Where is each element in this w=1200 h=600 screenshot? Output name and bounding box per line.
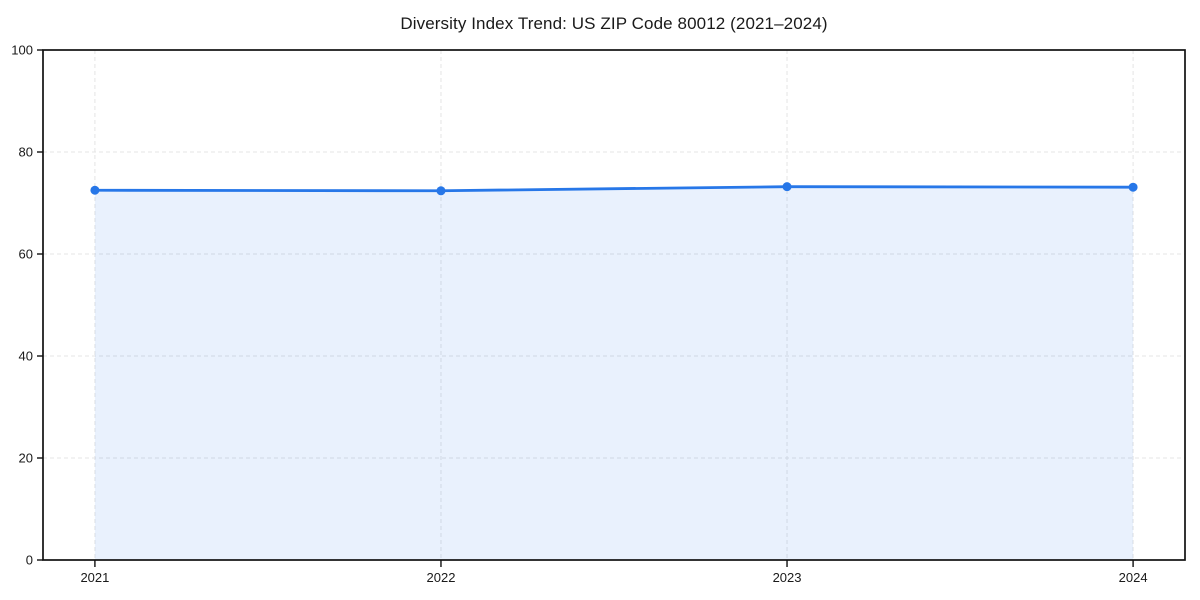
data-point-marker (436, 186, 446, 196)
y-tick-label: 20 (19, 451, 33, 466)
y-tick-label: 60 (19, 247, 33, 262)
y-tick-label: 40 (19, 349, 33, 364)
trend-line (93, 185, 1135, 193)
y-tick-label: 100 (11, 43, 33, 58)
data-point-marker (90, 185, 100, 195)
x-tick-label: 2023 (773, 570, 802, 585)
x-tick-label: 2022 (427, 570, 456, 585)
data-point-marker (1128, 182, 1138, 192)
x-tick-label: 2024 (1119, 570, 1148, 585)
chart-title: Diversity Index Trend: US ZIP Code 80012… (400, 14, 828, 33)
data-point-marker (782, 182, 792, 192)
y-tick-label: 80 (19, 145, 33, 160)
y-tick-label: 0 (26, 553, 33, 568)
x-tick-label: 2021 (80, 570, 109, 585)
plot-frame (42, 49, 1186, 561)
area-fill (94, 186, 1134, 560)
